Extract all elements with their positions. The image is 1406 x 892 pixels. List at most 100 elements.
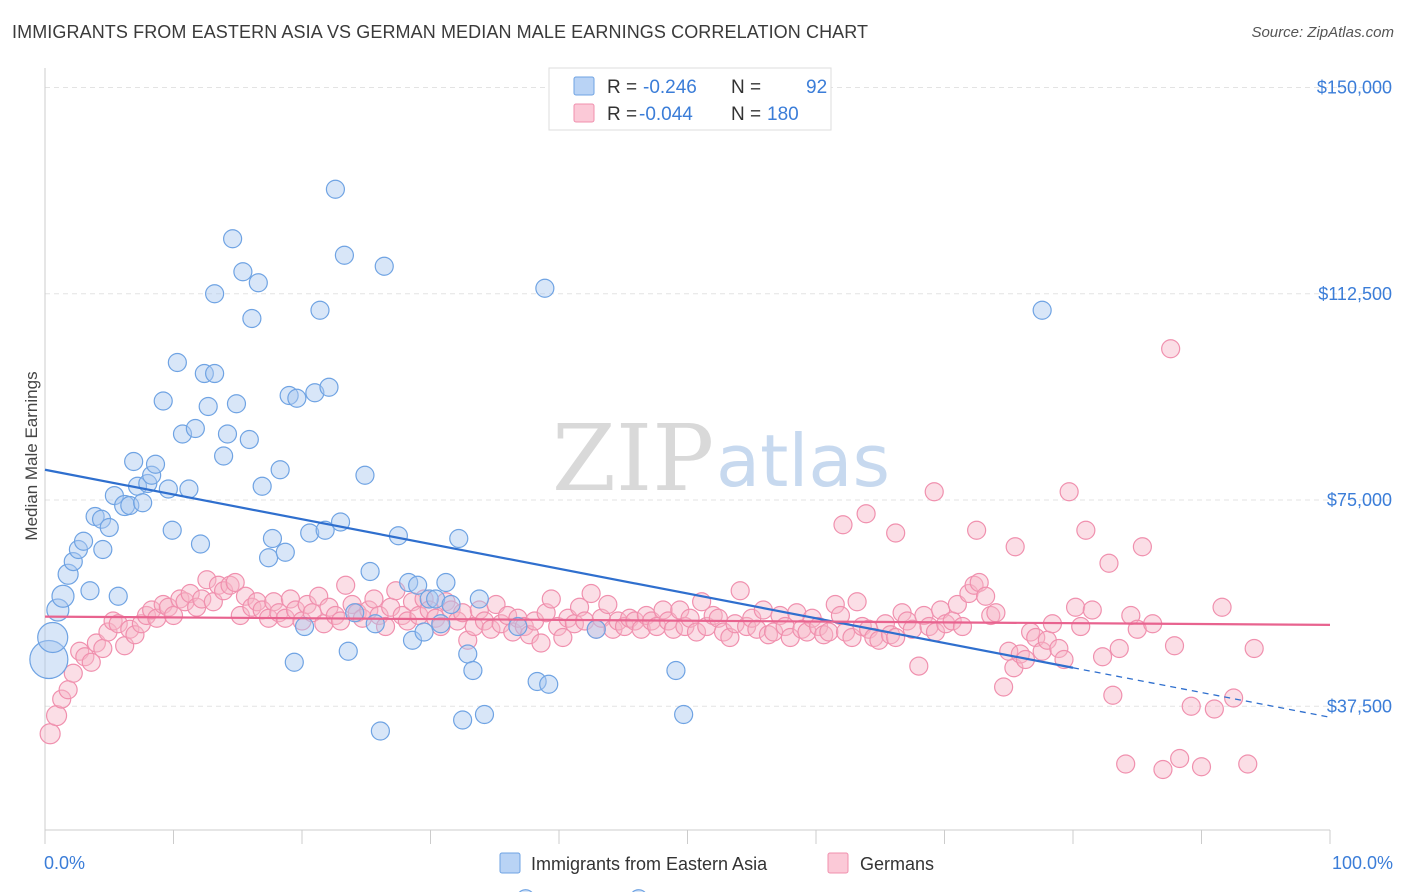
data-point [1092,647,1113,667]
data-point [527,671,547,692]
data-point [758,625,779,645]
watermark-zip: ZIP [552,405,714,512]
data-point [964,575,984,595]
data-point [58,680,78,700]
data-point [620,608,640,628]
data-point [666,660,686,681]
data-point [847,592,867,612]
data-point [258,548,279,568]
data-point [686,622,707,642]
data-point [226,394,247,414]
data-point [647,616,667,637]
data-point [458,644,478,664]
legend-swatch-blue [573,76,595,96]
legend-box [548,67,832,131]
data-point [856,504,876,524]
data-point [108,586,128,606]
legend-n-value-1: 92 [806,77,827,98]
data-point [1032,641,1052,661]
data-point [539,674,559,694]
data-point [967,520,987,540]
data-point [397,611,417,631]
data-point [1132,537,1152,557]
data-point [814,625,834,645]
data-point [952,616,973,637]
data-point [208,575,229,595]
legend-r-label-2: R = [607,104,637,125]
data-point [441,594,461,615]
data-point [63,551,83,572]
data-point [345,603,365,623]
data-point [294,616,315,637]
data-point [167,352,187,373]
legend-n-value-2: 180 [767,104,799,125]
data-point [248,273,268,293]
data-point [1153,759,1173,780]
data-point [225,572,245,593]
data-point [270,460,290,480]
data-point [252,476,272,496]
bottom-legend-swatch-blue [499,852,521,874]
data-point [170,589,190,609]
data-point [825,594,845,615]
data-point [674,704,694,725]
data-point [315,520,335,540]
data-point [214,446,234,466]
data-point [51,584,75,608]
data-point [325,179,346,199]
data-point [986,603,1006,623]
data-point [1164,636,1185,656]
data-point [1191,757,1212,777]
data-point [319,377,339,397]
data-point [431,614,451,634]
data-point [436,572,456,593]
data-point [217,424,238,444]
x-tick-labels: 0.0% 100.0% [44,853,1393,873]
data-point [300,523,320,543]
data-point [163,605,184,626]
x-tick-label-end: 100.0% [1332,853,1393,873]
data-point [598,594,618,615]
data-point [653,600,673,620]
data-point [370,721,390,741]
data-point [29,639,69,680]
data-point [45,704,68,727]
data-point [185,418,205,439]
bottom-legend-swatch-pink [827,852,849,874]
data-point [279,385,299,406]
data-point [239,429,259,450]
data-point [1212,597,1232,617]
axes [44,68,1331,844]
data-point [1238,754,1258,774]
data-point [1116,754,1136,774]
data-point [875,614,895,634]
data-point [453,710,473,730]
data-point [93,539,113,560]
data-point [46,598,70,622]
data-point [518,889,533,892]
data-point [338,641,358,661]
data-point [275,542,295,562]
data-point [197,570,217,590]
data-point [1065,597,1086,617]
data-point [80,581,100,601]
data-point [223,229,243,249]
data-point [305,383,325,403]
data-point [1109,638,1129,659]
legend-swatch-pink [573,103,595,123]
series-legend: Immigrants from Eastern Asia Germans [499,852,934,874]
data-point [108,614,128,634]
data-point [1049,638,1069,659]
data-point [449,528,469,549]
data-point [541,589,561,609]
data-point [63,663,83,683]
watermark-atlas: atlas [716,419,890,503]
x-tick-label-start: 0.0% [44,853,85,873]
data-point [1099,553,1119,573]
data-point [233,262,253,282]
data-point [355,465,375,485]
data-point [1161,339,1181,359]
data-point [262,528,283,549]
data-point [39,723,61,745]
